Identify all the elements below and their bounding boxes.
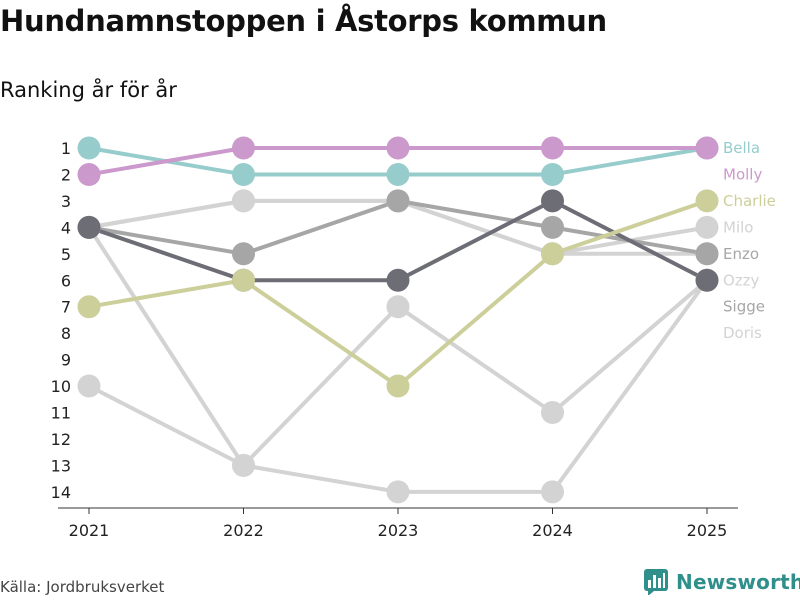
data-point (695, 189, 719, 213)
data-point (77, 215, 101, 239)
y-tick-label: 7 (61, 298, 71, 317)
data-point (541, 136, 564, 160)
legend-entry: Sigge (723, 298, 765, 316)
data-point (541, 189, 564, 213)
data-point (232, 453, 255, 477)
data-point (386, 136, 410, 160)
y-tick-label: 2 (61, 165, 71, 184)
data-point (386, 480, 410, 504)
data-point (541, 480, 564, 504)
legend-entry: Bella (723, 139, 760, 157)
x-tick-label: 2025 (687, 521, 728, 540)
y-tick-label: 6 (61, 271, 71, 290)
data-point (695, 242, 719, 266)
data-point (232, 242, 255, 266)
y-tick-label: 8 (61, 324, 71, 343)
y-tick-label: 11 (51, 404, 71, 423)
data-point (232, 189, 255, 213)
legend-entry: Charlie (723, 192, 776, 210)
series-points (77, 136, 719, 504)
data-point (77, 295, 101, 319)
x-tick-label: 2023 (378, 521, 419, 540)
data-point (232, 136, 255, 160)
data-point (232, 268, 255, 292)
chart-subtitle: Ranking år för år (0, 78, 177, 102)
chart-title: Hundnamnstoppen i Åstorps kommun (0, 4, 607, 38)
brand-logo[interactable]: Newsworthy (644, 569, 800, 595)
legend-entry: Enzo (723, 245, 759, 263)
source-note: Källa: Jordbruksverket (0, 578, 165, 596)
bar-chart-logo-icon (644, 569, 668, 595)
data-point (77, 136, 101, 160)
x-tick-label: 2021 (69, 521, 110, 540)
legend-entry: Ozzy (723, 271, 760, 289)
data-point (232, 162, 255, 186)
y-tick-label: 10 (51, 377, 71, 396)
y-tick-label: 13 (51, 456, 71, 475)
y-tick-label: 1 (61, 139, 71, 158)
data-point (386, 268, 410, 292)
legend-entry: Molly (723, 165, 762, 183)
data-point (695, 215, 719, 239)
brand-name: Newsworthy (676, 570, 800, 594)
y-tick-label: 12 (51, 430, 71, 449)
legend-entry: Milo (723, 218, 753, 236)
data-point (77, 162, 101, 186)
data-point (386, 374, 410, 398)
x-tick-label: 2024 (532, 521, 573, 540)
y-tick-label: 4 (61, 218, 71, 237)
y-tick-label: 5 (61, 245, 71, 264)
y-tick-label: 9 (61, 351, 71, 370)
data-point (386, 295, 410, 319)
series-line (87, 226, 709, 468)
data-point (541, 242, 564, 266)
data-point (695, 136, 719, 160)
y-tick-label: 3 (61, 192, 71, 211)
data-point (77, 374, 101, 398)
data-point (386, 189, 410, 213)
chart-legend: Bella Molly Charlie Milo Enzo Ozzy Sigge Doris (723, 139, 776, 342)
y-tick-label: 14 (51, 483, 71, 502)
data-point (541, 401, 564, 424)
data-point (695, 268, 719, 292)
legend-entry: Doris (723, 324, 762, 342)
data-point (541, 215, 564, 239)
x-tick-label: 2022 (223, 521, 264, 540)
data-point (541, 162, 564, 186)
data-point (386, 162, 410, 186)
